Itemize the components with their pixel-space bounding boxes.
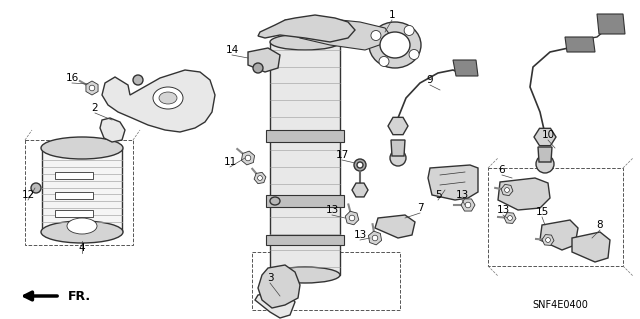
Polygon shape — [388, 117, 408, 135]
Bar — [266, 130, 344, 142]
Circle shape — [245, 155, 251, 161]
Polygon shape — [461, 199, 475, 211]
Polygon shape — [453, 60, 478, 76]
Circle shape — [508, 216, 513, 220]
Bar — [252, 252, 400, 310]
Bar — [55, 210, 93, 217]
Ellipse shape — [270, 197, 280, 205]
Circle shape — [133, 75, 143, 85]
Ellipse shape — [41, 137, 123, 159]
Ellipse shape — [67, 218, 97, 234]
Polygon shape — [504, 212, 516, 223]
Polygon shape — [248, 48, 280, 72]
Circle shape — [349, 215, 355, 221]
Circle shape — [504, 188, 509, 192]
Text: 10: 10 — [541, 130, 555, 140]
Polygon shape — [428, 165, 478, 200]
Circle shape — [354, 159, 366, 171]
Circle shape — [404, 26, 414, 35]
Polygon shape — [391, 140, 405, 156]
Circle shape — [31, 183, 41, 193]
Ellipse shape — [369, 22, 421, 68]
Text: SNF4E0400: SNF4E0400 — [532, 300, 588, 310]
Text: 14: 14 — [225, 45, 239, 55]
Text: 3: 3 — [267, 273, 273, 283]
Ellipse shape — [41, 221, 123, 243]
Bar — [55, 172, 93, 179]
Circle shape — [465, 202, 471, 208]
Polygon shape — [565, 37, 595, 52]
Bar — [270, 42, 340, 275]
Bar — [266, 195, 344, 207]
Circle shape — [89, 85, 95, 91]
Circle shape — [409, 49, 419, 60]
Ellipse shape — [270, 267, 340, 283]
Text: 13: 13 — [456, 190, 468, 200]
Polygon shape — [375, 215, 415, 238]
Polygon shape — [542, 234, 554, 245]
Polygon shape — [42, 148, 122, 232]
Text: 13: 13 — [497, 205, 509, 215]
Polygon shape — [258, 265, 300, 308]
Polygon shape — [102, 70, 215, 132]
Circle shape — [536, 155, 554, 173]
Polygon shape — [255, 290, 295, 318]
Bar — [55, 192, 93, 199]
Text: 15: 15 — [536, 207, 548, 217]
Polygon shape — [352, 183, 368, 197]
Text: 5: 5 — [435, 190, 442, 200]
Polygon shape — [534, 128, 556, 146]
Text: 13: 13 — [353, 230, 367, 240]
Circle shape — [357, 162, 363, 168]
Text: 4: 4 — [79, 243, 85, 253]
Polygon shape — [572, 232, 610, 262]
Polygon shape — [498, 178, 550, 210]
Circle shape — [371, 31, 381, 41]
Polygon shape — [282, 18, 390, 50]
Ellipse shape — [153, 87, 183, 109]
Ellipse shape — [380, 32, 410, 58]
Polygon shape — [258, 15, 355, 42]
Text: 17: 17 — [335, 150, 349, 160]
Circle shape — [372, 235, 378, 241]
Text: 16: 16 — [65, 73, 79, 83]
Polygon shape — [538, 147, 552, 162]
Polygon shape — [345, 211, 359, 225]
Text: 13: 13 — [325, 205, 339, 215]
Bar — [25, 140, 133, 245]
Polygon shape — [597, 14, 625, 34]
Circle shape — [379, 56, 389, 66]
Bar — [266, 235, 344, 245]
Circle shape — [253, 63, 263, 73]
Circle shape — [545, 238, 550, 242]
Polygon shape — [369, 231, 381, 245]
Bar — [488, 168, 623, 266]
Polygon shape — [86, 81, 98, 95]
Ellipse shape — [270, 34, 340, 50]
Circle shape — [390, 150, 406, 166]
Text: 1: 1 — [388, 10, 396, 20]
Circle shape — [258, 175, 262, 181]
Text: 12: 12 — [21, 190, 35, 200]
Text: 2: 2 — [92, 103, 99, 113]
Polygon shape — [501, 184, 513, 196]
Polygon shape — [100, 118, 125, 142]
Text: 11: 11 — [223, 157, 237, 167]
Text: 9: 9 — [427, 75, 433, 85]
Text: 8: 8 — [596, 220, 604, 230]
Text: 6: 6 — [499, 165, 506, 175]
Text: FR.: FR. — [68, 291, 91, 303]
Polygon shape — [254, 172, 266, 184]
Ellipse shape — [159, 92, 177, 104]
Polygon shape — [241, 151, 255, 165]
Polygon shape — [540, 220, 578, 250]
Text: 7: 7 — [417, 203, 423, 213]
